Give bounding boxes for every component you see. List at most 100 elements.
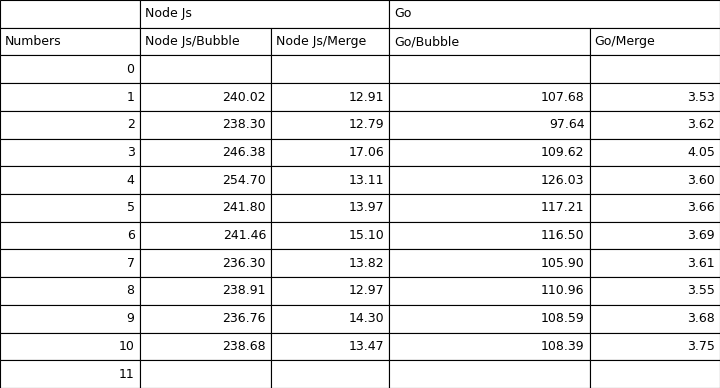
Text: 4: 4 [127, 174, 135, 187]
Text: 15.10: 15.10 [348, 229, 384, 242]
Bar [271, 277, 390, 305]
Bar [271, 139, 390, 166]
Text: 105.90: 105.90 [541, 257, 585, 270]
Text: 3.68: 3.68 [688, 312, 715, 325]
Text: 12.91: 12.91 [348, 90, 384, 104]
Bar [0, 111, 140, 139]
Text: 14.30: 14.30 [348, 312, 384, 325]
Text: 6: 6 [127, 229, 135, 242]
Text: 12.97: 12.97 [348, 284, 384, 298]
Text: 238.91: 238.91 [222, 284, 266, 298]
Text: 2: 2 [127, 118, 135, 131]
Text: 240.02: 240.02 [222, 90, 266, 104]
Bar [590, 333, 720, 360]
Bar [271, 249, 390, 277]
Bar [590, 28, 720, 55]
Bar [590, 55, 720, 83]
Bar [140, 222, 271, 249]
Text: 109.62: 109.62 [541, 146, 585, 159]
Text: 0: 0 [127, 63, 135, 76]
Bar [590, 305, 720, 333]
Bar [0, 249, 140, 277]
Bar [140, 249, 271, 277]
Text: Node Js/Merge: Node Js/Merge [276, 35, 366, 48]
Bar [140, 83, 271, 111]
Bar [390, 111, 590, 139]
Bar [590, 194, 720, 222]
Text: 10: 10 [119, 340, 135, 353]
Text: 108.59: 108.59 [541, 312, 585, 325]
Bar [0, 277, 140, 305]
Bar [590, 111, 720, 139]
Text: 3.53: 3.53 [688, 90, 715, 104]
Bar [590, 360, 720, 388]
Text: 13.97: 13.97 [348, 201, 384, 214]
Text: 108.39: 108.39 [541, 340, 585, 353]
Bar [271, 28, 390, 55]
Text: 241.80: 241.80 [222, 201, 266, 214]
Text: 126.03: 126.03 [541, 174, 585, 187]
Bar [390, 333, 590, 360]
Text: 241.46: 241.46 [222, 229, 266, 242]
Bar [390, 166, 590, 194]
Text: 236.76: 236.76 [222, 312, 266, 325]
Text: 12.79: 12.79 [348, 118, 384, 131]
Text: 9: 9 [127, 312, 135, 325]
Bar [271, 55, 390, 83]
Text: 11: 11 [119, 368, 135, 381]
Text: 254.70: 254.70 [222, 174, 266, 187]
Text: 13.11: 13.11 [348, 174, 384, 187]
Text: 238.68: 238.68 [222, 340, 266, 353]
Bar [0, 0, 140, 28]
Bar [390, 55, 590, 83]
Bar [140, 28, 271, 55]
Bar [140, 194, 271, 222]
Text: 5: 5 [127, 201, 135, 214]
Text: 116.50: 116.50 [541, 229, 585, 242]
Bar [390, 139, 590, 166]
Text: 236.30: 236.30 [222, 257, 266, 270]
Text: 17.06: 17.06 [348, 146, 384, 159]
Bar [271, 194, 390, 222]
Text: Node Js/Bubble: Node Js/Bubble [145, 35, 239, 48]
Bar [140, 0, 390, 28]
Bar [390, 28, 590, 55]
Text: 13.47: 13.47 [348, 340, 384, 353]
Text: 1: 1 [127, 90, 135, 104]
Bar [140, 55, 271, 83]
Bar [390, 277, 590, 305]
Bar [0, 222, 140, 249]
Bar [590, 277, 720, 305]
Bar [0, 55, 140, 83]
Text: 7: 7 [127, 257, 135, 270]
Bar [271, 360, 390, 388]
Bar [0, 194, 140, 222]
Text: 8: 8 [127, 284, 135, 298]
Bar [0, 305, 140, 333]
Text: Go/Merge: Go/Merge [595, 35, 655, 48]
Text: Go/Bubble: Go/Bubble [395, 35, 459, 48]
Bar [271, 305, 390, 333]
Bar [140, 333, 271, 360]
Text: 3.55: 3.55 [687, 284, 715, 298]
Text: 3.66: 3.66 [688, 201, 715, 214]
Bar [0, 139, 140, 166]
Bar [140, 305, 271, 333]
Text: 13.82: 13.82 [348, 257, 384, 270]
Bar [390, 83, 590, 111]
Bar [140, 277, 271, 305]
Bar [140, 166, 271, 194]
Bar [390, 194, 590, 222]
Text: 3.60: 3.60 [688, 174, 715, 187]
Bar [271, 166, 390, 194]
Bar [0, 83, 140, 111]
Bar [271, 83, 390, 111]
Bar [271, 333, 390, 360]
Bar [0, 360, 140, 388]
Text: Go: Go [395, 7, 412, 20]
Text: 238.30: 238.30 [222, 118, 266, 131]
Text: 107.68: 107.68 [541, 90, 585, 104]
Bar [390, 360, 590, 388]
Bar [271, 222, 390, 249]
Text: 4.05: 4.05 [687, 146, 715, 159]
